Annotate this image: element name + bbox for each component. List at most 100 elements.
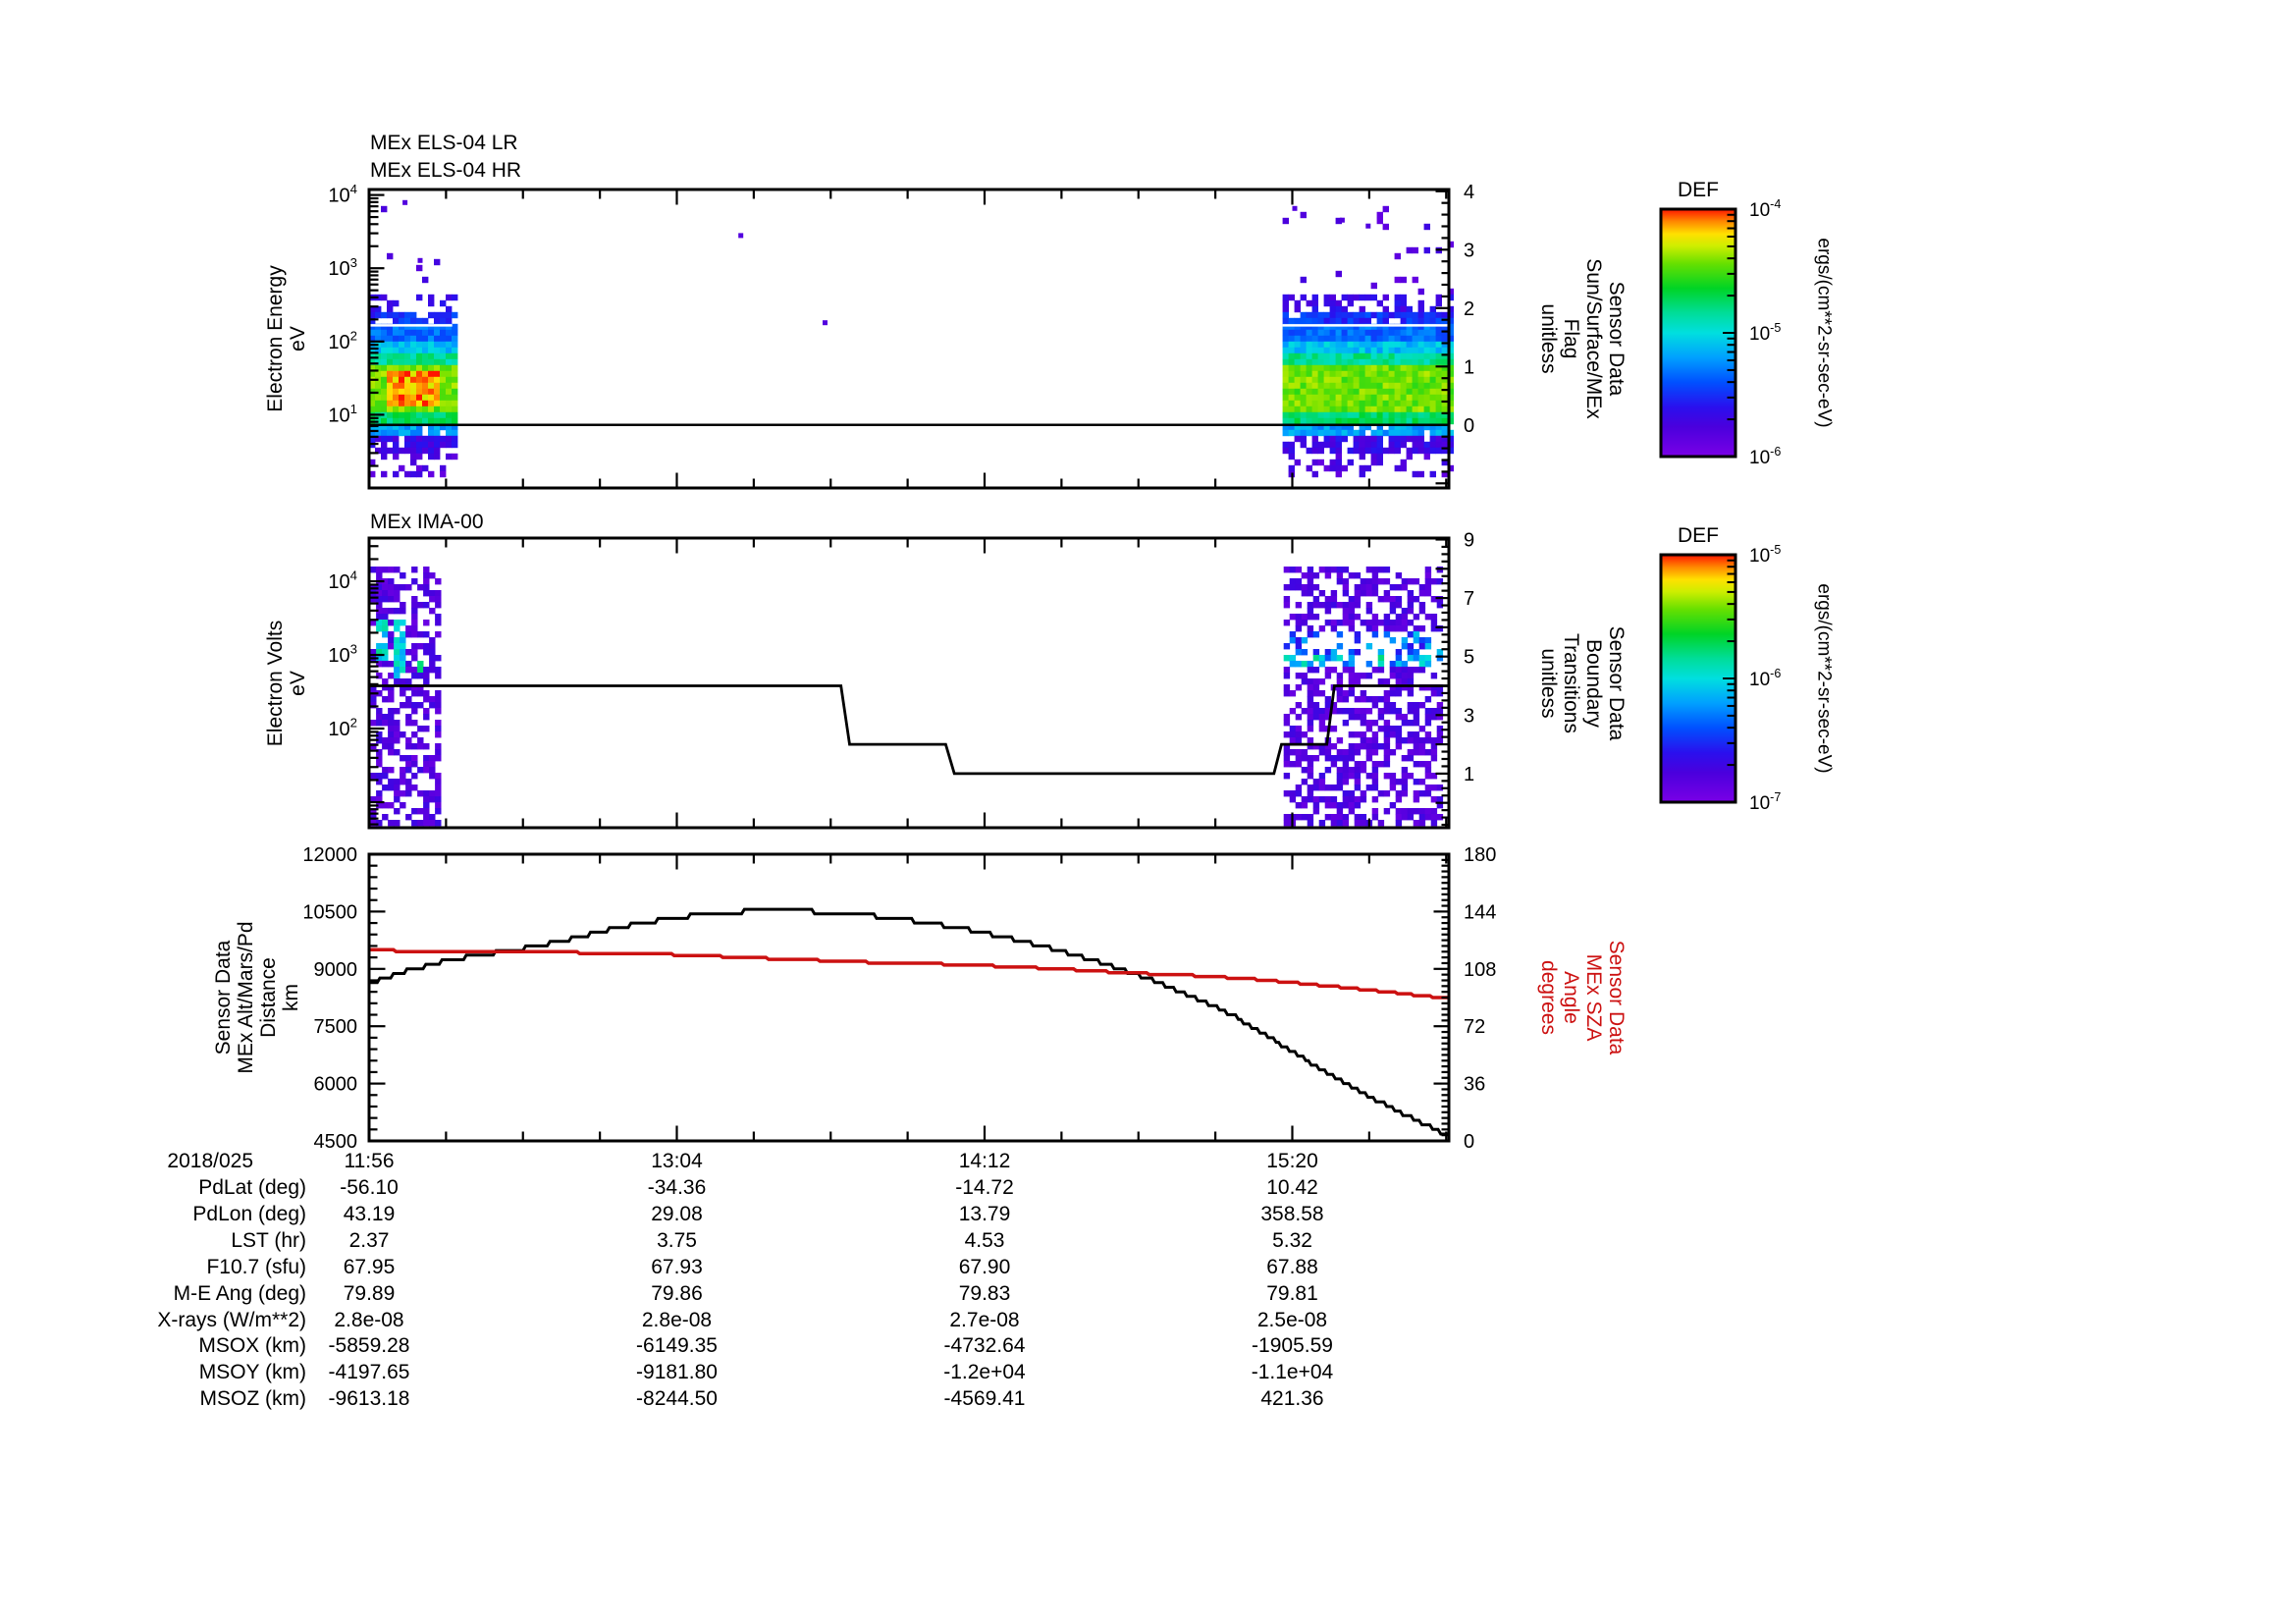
y-tick-label: 104 xyxy=(328,182,357,206)
y-tick-label: 12000 xyxy=(302,844,357,866)
colorbar xyxy=(1659,553,1737,804)
right-tick-label: 180 xyxy=(1464,844,1496,866)
table-cell: 67.90 xyxy=(958,1255,1011,1278)
table-cell: 79.83 xyxy=(958,1281,1011,1305)
table-cell: -8244.50 xyxy=(636,1387,718,1411)
table-row-label: LST (hr) xyxy=(231,1228,306,1252)
x-axis-ticks xyxy=(367,190,1448,487)
right-tick-label: 108 xyxy=(1464,959,1496,981)
table-cell: 67.93 xyxy=(651,1255,703,1278)
table-cell: 2.5e-08 xyxy=(1256,1308,1328,1331)
table-row-label: PdLat (deg) xyxy=(198,1176,306,1199)
right-tick-label: 3 xyxy=(1464,240,1474,261)
right-tick-label: 2 xyxy=(1464,298,1474,320)
table-cell: 3.75 xyxy=(657,1228,697,1252)
table-cell: 67.95 xyxy=(343,1255,396,1278)
colorbar-ticks xyxy=(1723,208,1735,458)
right-tick-label: 0 xyxy=(1464,1131,1474,1153)
table-cell: 358.58 xyxy=(1260,1202,1324,1225)
y-axis-label-ima: Electron Volts eV xyxy=(264,620,309,746)
speckle-dot xyxy=(738,233,744,239)
colorbar-tick-label: 10-5 xyxy=(1749,321,1781,345)
panel-title-ima: MEx IMA-00 xyxy=(370,511,484,533)
table-cell: -1905.59 xyxy=(1252,1334,1333,1358)
table-cell: 79.81 xyxy=(1266,1281,1318,1305)
table-cell: -4569.41 xyxy=(943,1387,1026,1411)
boundary-transitions-line xyxy=(369,684,1449,776)
table-row-label: MSOZ (km) xyxy=(199,1387,306,1411)
table-cell: 2.8e-08 xyxy=(334,1308,404,1331)
speckle-dot xyxy=(1365,223,1371,229)
y-tick-label: 6000 xyxy=(314,1074,358,1096)
table-cell: 2.7e-08 xyxy=(949,1308,1020,1331)
x-axis-ticks xyxy=(367,539,1448,827)
colorbar-ticks xyxy=(1723,554,1735,803)
right-tick-label: 144 xyxy=(1464,901,1496,923)
colorbar-tick-label: 10-7 xyxy=(1749,790,1781,814)
table-cell: -4197.65 xyxy=(328,1361,410,1384)
colorbar-tick-label: 10-6 xyxy=(1749,667,1781,690)
table-cell: -34.36 xyxy=(647,1176,707,1199)
right-tick-label: 72 xyxy=(1464,1016,1485,1038)
table-row-label: MSOY (km) xyxy=(198,1361,306,1384)
panel-frame-els xyxy=(367,188,1451,490)
y-tick-label: 7500 xyxy=(314,1016,358,1038)
y-tick-label: 10500 xyxy=(302,901,357,923)
speckle-dot xyxy=(1292,205,1298,211)
table-cell: 43.19 xyxy=(343,1202,396,1225)
right-tick-label: 36 xyxy=(1464,1074,1485,1096)
table-cell: 67.88 xyxy=(1266,1255,1318,1278)
table-cell: 79.86 xyxy=(651,1281,703,1305)
table-cell: 5.32 xyxy=(1272,1228,1312,1252)
table-row-label: MSOX (km) xyxy=(198,1334,306,1358)
ima-spectrogram xyxy=(370,567,1444,827)
speckle-dot xyxy=(1339,217,1345,223)
table-cell: 2.37 xyxy=(348,1228,390,1252)
colorbar-title: DEF xyxy=(1678,179,1719,201)
altitude-curve xyxy=(369,907,1449,1136)
table-cell: -5859.28 xyxy=(328,1334,410,1358)
y-tick-label: 102 xyxy=(328,716,357,740)
table-row-label: PdLon (deg) xyxy=(192,1202,306,1225)
right-tick-label: 4 xyxy=(1464,182,1474,203)
table-row-label: X-rays (W/m**2) xyxy=(157,1308,306,1331)
colorbar-unit-label: ergs/(cm**2-sr-sec-eV) xyxy=(1813,238,1835,428)
y-axis-ticks xyxy=(370,545,385,826)
table-cell: 29.08 xyxy=(651,1202,703,1225)
table-cell: -56.10 xyxy=(340,1176,399,1199)
y-axis-ticks xyxy=(370,193,385,490)
time-label: 13:04 xyxy=(651,1150,703,1172)
right-axis-ticks xyxy=(1435,189,1448,485)
x-axis-ticks xyxy=(367,855,1448,1140)
panel-frame-alt-sza xyxy=(367,852,1451,1143)
table-cell: 2.8e-08 xyxy=(641,1308,713,1331)
speckle-dot xyxy=(823,320,828,326)
table-row-label: F10.7 (sfu) xyxy=(206,1255,306,1278)
right-tick-label: 5 xyxy=(1464,647,1474,669)
y-tick-label: 103 xyxy=(328,642,357,667)
y-axis-label-alt-sza: Sensor Data MEx Alt/Mars/Pd Distance km xyxy=(212,921,302,1074)
colorbar-tick-label: 10-6 xyxy=(1749,445,1781,468)
table-cell: 4.53 xyxy=(964,1228,1005,1252)
table-cell: 79.89 xyxy=(343,1281,396,1305)
table-cell: -9613.18 xyxy=(328,1387,410,1411)
table-cell: -14.72 xyxy=(955,1176,1014,1199)
y-tick-label: 104 xyxy=(328,568,357,593)
right-tick-label: 0 xyxy=(1464,415,1474,437)
right-tick-label: 3 xyxy=(1464,705,1474,727)
right-axis-label-els: Sensor Data Sun/Surface/MEx Flag unitles… xyxy=(1537,258,1628,419)
sza-curve xyxy=(369,947,1449,1000)
time-label: 15:20 xyxy=(1266,1150,1318,1172)
y-tick-label: 4500 xyxy=(314,1131,358,1153)
colorbar-unit-label: ergs/(cm**2-sr-sec-eV) xyxy=(1813,583,1835,774)
panel-title-els: MEx ELS-04 LR MEx ELS-04 HR xyxy=(370,132,522,182)
table-cell: 421.36 xyxy=(1260,1387,1324,1411)
right-tick-label: 7 xyxy=(1464,588,1474,610)
right-tick-label: 9 xyxy=(1464,529,1474,551)
date-label: 2018/025 xyxy=(167,1150,253,1172)
colorbar-title: DEF xyxy=(1678,524,1719,547)
table-cell: 13.79 xyxy=(958,1202,1011,1225)
table-cell: -1.1e+04 xyxy=(1251,1361,1334,1384)
